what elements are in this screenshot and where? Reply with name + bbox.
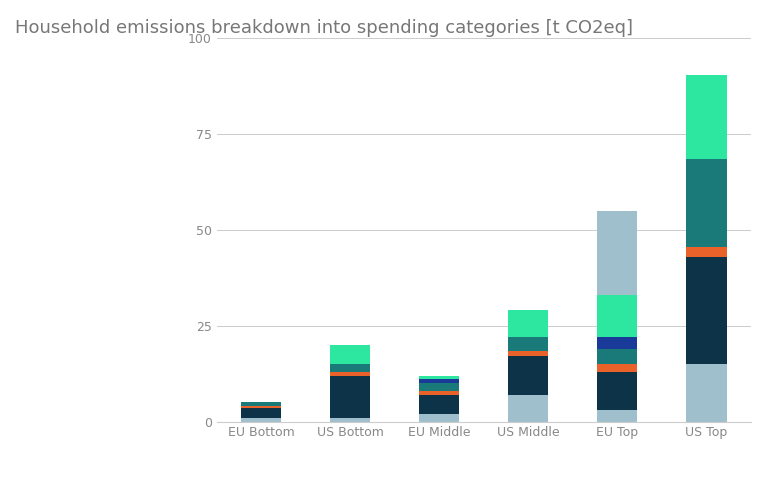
Bar [509, 310, 548, 337]
Bar [330, 345, 370, 364]
Bar [420, 376, 459, 379]
Bar [598, 372, 638, 410]
Bar [330, 376, 370, 418]
Bar [420, 383, 459, 391]
Bar [509, 337, 548, 351]
Bar [509, 395, 548, 422]
Bar [420, 414, 459, 422]
Bar [598, 337, 638, 349]
Bar [598, 349, 638, 364]
Bar [598, 295, 638, 337]
Bar [687, 159, 727, 247]
Bar [420, 395, 459, 414]
Bar [241, 402, 281, 406]
Bar [241, 408, 281, 418]
Bar [509, 356, 548, 395]
Bar [687, 364, 727, 422]
Bar [598, 364, 638, 372]
Bar [687, 75, 727, 159]
Bar [509, 351, 548, 356]
Bar [420, 379, 459, 383]
Bar [687, 247, 727, 257]
Bar [687, 257, 727, 364]
Bar [241, 418, 281, 422]
Bar [241, 406, 281, 408]
Bar [598, 410, 638, 422]
Bar [330, 372, 370, 376]
Bar [330, 364, 370, 372]
Bar [598, 211, 638, 295]
Bar [330, 418, 370, 422]
Text: Household emissions breakdown into spending categories [t CO2eq]: Household emissions breakdown into spend… [15, 19, 633, 37]
Bar [420, 391, 459, 395]
